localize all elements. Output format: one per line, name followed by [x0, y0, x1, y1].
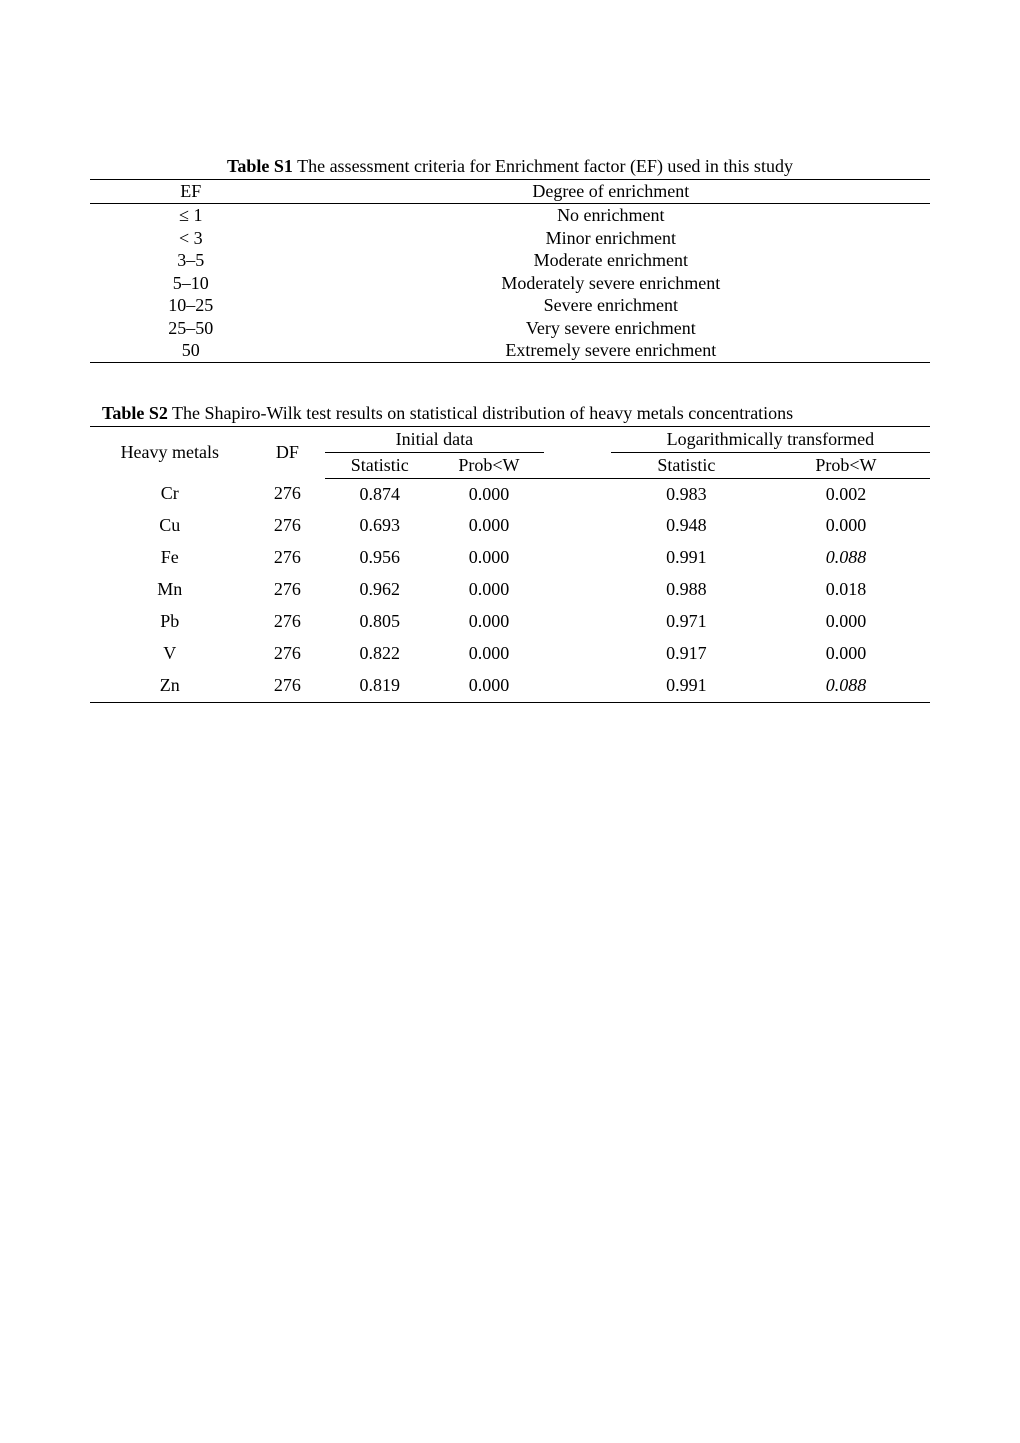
- df-cell: 276: [250, 574, 326, 606]
- table-row: Cu2760.6930.0000.9480.000: [90, 510, 930, 542]
- table-s1-degree-cell: Severe enrichment: [292, 294, 930, 317]
- table-row: Cr2760.8740.000 0.9830.002: [90, 478, 930, 510]
- df-cell: 276: [250, 670, 326, 702]
- table-s2-header-initial: Initial data: [325, 426, 543, 452]
- table-s2-caption-text: The Shapiro-Wilk test results on statist…: [168, 403, 793, 423]
- table-s1: EF Degree of enrichment ≤ 1No enrichment…: [90, 179, 930, 363]
- table-s2-header-stat2: Statistic: [611, 452, 762, 478]
- gap-cell: [544, 478, 611, 510]
- table-s1-caption-text: The assessment criteria for Enrichment f…: [293, 156, 793, 176]
- table-s1-header-degree: Degree of enrichment: [292, 180, 930, 204]
- heavy-metal-cell: V: [90, 638, 250, 670]
- table-s1-degree-cell: Extremely severe enrichment: [292, 339, 930, 362]
- gap-cell: [544, 670, 611, 702]
- stat2-cell: 0.988: [611, 574, 762, 606]
- table-row: 25–50Very severe enrichment: [90, 317, 930, 340]
- table-s1-caption-bold: Table S1: [227, 156, 293, 176]
- gap-cell: [544, 606, 611, 638]
- heavy-metal-cell: Mn: [90, 574, 250, 606]
- table-s2-header-stat1: Statistic: [325, 452, 434, 478]
- gap-cell: [544, 542, 611, 574]
- table-row: 10–25Severe enrichment: [90, 294, 930, 317]
- p2-cell: 0.000: [762, 606, 930, 638]
- table-s1-degree-cell: No enrichment: [292, 204, 930, 227]
- p2-cell: 0.000: [762, 510, 930, 542]
- table-s1-ef-cell: ≤ 1: [90, 204, 292, 227]
- table-row: Fe2760.9560.000 0.9910.088: [90, 542, 930, 574]
- p2-cell: 0.088: [762, 542, 930, 574]
- table-row: Zn2760.8190.000 0.9910.088: [90, 670, 930, 702]
- stat2-cell: 0.983: [611, 478, 762, 510]
- p1-cell: 0.000: [434, 670, 543, 702]
- table-s2-header-log: Logarithmically transformed: [611, 426, 930, 452]
- table-s1-degree-cell: Moderate enrichment: [292, 249, 930, 272]
- table-row: ≤ 1No enrichment: [90, 204, 930, 227]
- table-row: V2760.8220.0000.9170.000: [90, 638, 930, 670]
- table-row: 50Extremely severe enrichment: [90, 339, 930, 362]
- stat1-cell: 0.819: [325, 670, 434, 702]
- stat2-cell: 0.991: [611, 542, 762, 574]
- heavy-metal-cell: Cu: [90, 510, 250, 542]
- table-s1-ef-cell: 50: [90, 339, 292, 362]
- table-s1-ef-cell: < 3: [90, 227, 292, 250]
- heavy-metal-cell: Zn: [90, 670, 250, 702]
- stat2-cell: 0.948: [611, 510, 762, 542]
- table-row: Mn2760.9620.000 0.9880.018: [90, 574, 930, 606]
- p2-cell: 0.000: [762, 638, 930, 670]
- table-row: Pb2760.8050.0000.9710.000: [90, 606, 930, 638]
- table-s2-header-p1: Prob<W: [434, 452, 543, 478]
- gap-cell: [544, 574, 611, 606]
- table-s2-header-p2: Prob<W: [762, 452, 930, 478]
- table-s1-degree-cell: Minor enrichment: [292, 227, 930, 250]
- stat1-cell: 0.956: [325, 542, 434, 574]
- stat1-cell: 0.805: [325, 606, 434, 638]
- table-s2-header-heavy-metals: Heavy metals: [90, 426, 250, 478]
- p2-cell: 0.002: [762, 478, 930, 510]
- stat1-cell: 0.693: [325, 510, 434, 542]
- page: Table S1 The assessment criteria for Enr…: [0, 0, 1020, 703]
- table-s1-degree-cell: Very severe enrichment: [292, 317, 930, 340]
- p2-cell: 0.018: [762, 574, 930, 606]
- p1-cell: 0.000: [434, 478, 543, 510]
- table-s1-ef-cell: 5–10: [90, 272, 292, 295]
- table-s2: Heavy metals DF Initial data Logarithmic…: [90, 426, 930, 703]
- table-s1-ef-cell: 3–5: [90, 249, 292, 272]
- table-s1-ef-cell: 10–25: [90, 294, 292, 317]
- p1-cell: 0.000: [434, 574, 543, 606]
- table-s2-caption-bold: Table S2: [102, 403, 168, 423]
- table-s2-header-df: DF: [250, 426, 326, 478]
- stat1-cell: 0.822: [325, 638, 434, 670]
- df-cell: 276: [250, 510, 326, 542]
- table-row: 3–5Moderate enrichment: [90, 249, 930, 272]
- stat1-cell: 0.874: [325, 478, 434, 510]
- df-cell: 276: [250, 478, 326, 510]
- p1-cell: 0.000: [434, 638, 543, 670]
- table-row: < 3Minor enrichment: [90, 227, 930, 250]
- heavy-metal-cell: Pb: [90, 606, 250, 638]
- p1-cell: 0.000: [434, 606, 543, 638]
- table-s2-body: Cr2760.8740.0000.9830.002Cu2760.6930.000…: [90, 478, 930, 702]
- p1-cell: 0.000: [434, 510, 543, 542]
- table-row: 5–10Moderately severe enrichment: [90, 272, 930, 295]
- p2-cell: 0.088: [762, 670, 930, 702]
- table-s2-caption: Table S2 The Shapiro-Wilk test results o…: [102, 403, 930, 424]
- table-s1-caption: Table S1 The assessment criteria for Enr…: [90, 156, 930, 177]
- table-s1-header-ef: EF: [90, 180, 292, 204]
- stat2-cell: 0.917: [611, 638, 762, 670]
- df-cell: 276: [250, 606, 326, 638]
- stat2-cell: 0.991: [611, 670, 762, 702]
- df-cell: 276: [250, 542, 326, 574]
- gap-cell: [544, 638, 611, 670]
- heavy-metal-cell: Cr: [90, 478, 250, 510]
- stat1-cell: 0.962: [325, 574, 434, 606]
- stat2-cell: 0.971: [611, 606, 762, 638]
- table-s1-degree-cell: Moderately severe enrichment: [292, 272, 930, 295]
- heavy-metal-cell: Fe: [90, 542, 250, 574]
- table-s1-ef-cell: 25–50: [90, 317, 292, 340]
- table-s1-body: ≤ 1No enrichment< 3Minor enrichment3–5Mo…: [90, 204, 930, 363]
- df-cell: 276: [250, 638, 326, 670]
- gap-cell: [544, 510, 611, 542]
- p1-cell: 0.000: [434, 542, 543, 574]
